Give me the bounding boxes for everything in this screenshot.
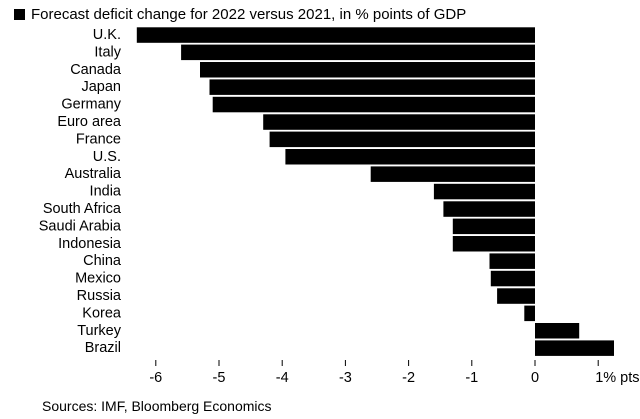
bar-australia [370,166,535,182]
category-label-china: China [83,253,122,269]
category-label-russia: Russia [77,288,122,304]
x-tick-label: -3 [339,370,352,386]
bar-brazil [535,340,614,356]
x-tick-label: 0 [531,370,539,386]
bar-indonesia [452,236,535,252]
category-label-japan: Japan [81,79,121,95]
bar-mexico [490,270,535,287]
category-label-italy: Italy [94,44,121,60]
category-label-mexico: Mexico [75,271,121,287]
bar-euro-area [263,114,535,130]
bar-south-africa [443,201,535,217]
legend: Forecast deficit change for 2022 versus … [14,4,466,24]
x-tick-label: -5 [213,370,226,386]
category-label-u-k: U.K. [93,27,121,43]
bar-saudi-arabia [452,218,535,235]
category-label-australia: Australia [65,166,122,182]
legend-label: Forecast deficit change for 2022 versus … [31,5,467,23]
bar-turkey [535,323,580,339]
legend-swatch [14,8,25,20]
category-label-india: India [90,184,122,200]
bar-india [433,183,535,200]
x-tick-label: 1% pts. [595,370,640,386]
bar-italy [181,44,535,61]
category-label-indonesia: Indonesia [58,236,122,252]
x-tick-label: -2 [402,370,415,386]
bar-china [489,253,535,269]
category-label-euro-area: Euro area [57,114,122,130]
bar-u-s [285,149,535,165]
category-label-brazil: Brazil [85,340,121,356]
source-note: Sources: IMF, Bloomberg Economics [42,398,272,414]
category-label-germany: Germany [61,97,121,113]
bar-canada [200,62,535,78]
bar-korea [524,305,535,322]
bar-japan [209,79,535,95]
x-tick-label: -1 [465,370,478,386]
category-label-turkey: Turkey [77,323,122,339]
category-label-saudi-arabia: Saudi Arabia [39,218,122,234]
bar-germany [212,96,535,113]
bar-u-k [136,27,536,43]
bar-france [269,131,535,148]
category-label-france: France [76,131,121,147]
x-tick-label: -4 [276,370,289,386]
category-label-u-s: U.S. [93,149,121,165]
category-label-south-africa: South Africa [43,201,122,217]
category-label-korea: Korea [82,305,122,321]
x-tick-label: -6 [149,370,162,386]
bar-russia [497,288,535,304]
category-label-canada: Canada [70,62,122,78]
